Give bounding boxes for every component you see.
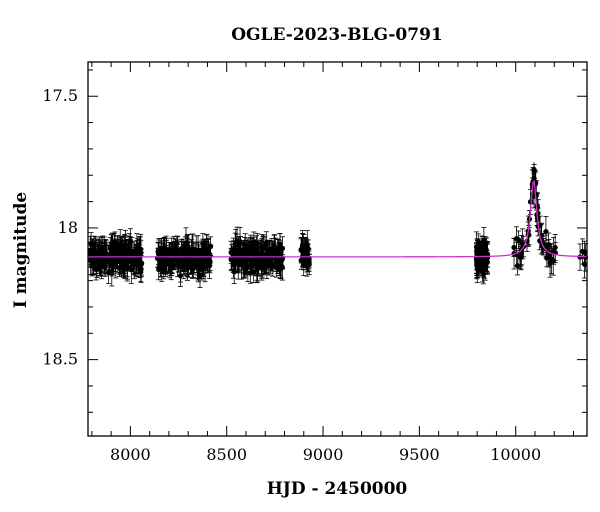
data-point: [201, 262, 207, 268]
data-point: [260, 244, 266, 251]
data-point: [516, 252, 522, 259]
data-point: [161, 267, 167, 273]
data-point: [228, 249, 234, 256]
data-point: [251, 249, 257, 255]
data-point: [96, 249, 102, 255]
data-point: [112, 239, 118, 245]
chart-title: OGLE-2023-BLG-0791: [231, 25, 443, 45]
x-tick-label: 9500: [399, 445, 440, 464]
data-point: [197, 273, 203, 279]
data-point: [241, 251, 247, 257]
data-layer: [87, 162, 589, 289]
data-point: [577, 254, 583, 260]
data-point: [279, 255, 286, 261]
data-point: [131, 262, 137, 268]
x-tick-label: 9000: [303, 445, 344, 464]
data-point: [482, 264, 488, 270]
data-point: [234, 240, 240, 246]
data-point: [169, 249, 175, 256]
data-point: [272, 248, 279, 254]
axes-layer: 8000 8500 9000 9500 10000 17.5 18 18.5: [42, 61, 588, 464]
data-point: [263, 260, 269, 266]
data-point: [109, 243, 116, 250]
x-tick-label: 8000: [110, 445, 151, 464]
data-point: [137, 253, 143, 259]
data-point: [184, 258, 191, 264]
data-point: [120, 245, 126, 252]
data-point: [229, 256, 235, 263]
x-axis-label: HJD - 2450000: [267, 479, 408, 499]
data-point: [165, 257, 171, 263]
data-point: [206, 257, 212, 263]
x-tick-label: 8500: [206, 445, 247, 464]
data-point: [515, 237, 522, 243]
plot-frame: [87, 61, 588, 437]
data-point: [124, 263, 130, 269]
data-point: [306, 257, 312, 263]
peak-point: [531, 167, 537, 173]
data-point: [177, 273, 184, 279]
data-point: [168, 265, 174, 271]
data-point: [302, 247, 308, 253]
data-point: [159, 261, 165, 267]
data-point: [273, 265, 279, 271]
data-point: [233, 250, 239, 257]
data-point: [106, 259, 113, 265]
data-point: [205, 248, 211, 254]
data-point: [476, 246, 482, 252]
data-point: [543, 243, 549, 249]
data-point: [475, 257, 481, 263]
data-point: [300, 254, 306, 261]
data-point: [186, 252, 192, 258]
data-point: [191, 262, 197, 268]
data-point: [189, 246, 195, 252]
data-point: [250, 269, 256, 275]
data-point: [242, 257, 248, 263]
model-layer: [88, 179, 588, 258]
data-point: [256, 257, 262, 264]
data-point: [127, 238, 134, 244]
y-tick-label: 18.5: [42, 350, 78, 369]
data-point: [139, 261, 145, 267]
y-tick-label: 18: [58, 218, 78, 237]
data-point: [277, 250, 283, 257]
data-point: [579, 248, 586, 255]
data-point: [176, 258, 182, 264]
x-tick-label: 10000: [490, 445, 541, 464]
y-axis-label: I magnitude: [11, 192, 31, 309]
data-point: [163, 246, 169, 253]
y-tick-label: 17.5: [42, 86, 78, 105]
data-point: [102, 262, 108, 268]
data-point: [263, 240, 269, 246]
model-curve: [88, 179, 588, 258]
